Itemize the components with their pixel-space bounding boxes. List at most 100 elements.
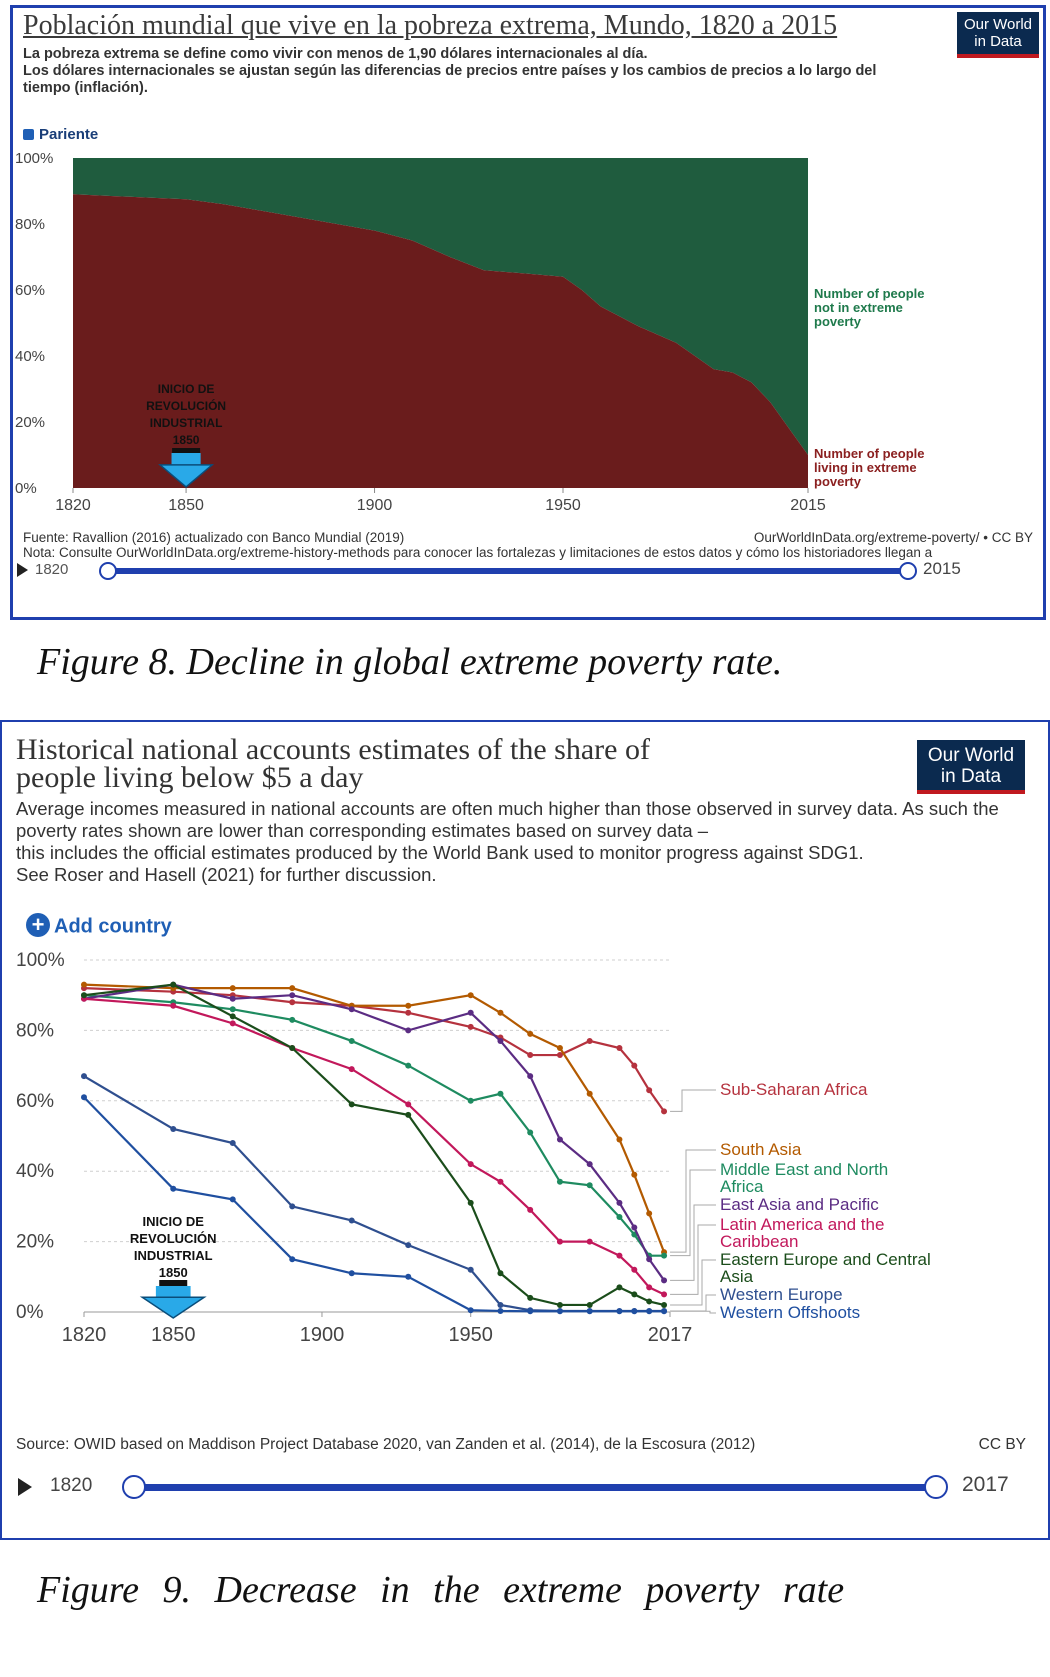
data-point [348, 1101, 355, 1108]
data-point [586, 1182, 593, 1189]
data-point [348, 1270, 355, 1277]
data-point [81, 1094, 87, 1101]
slider-start-handle[interactable] [99, 562, 117, 580]
data-point [81, 992, 87, 999]
slider-start-label: 1820 [35, 561, 69, 578]
data-point [661, 1252, 668, 1259]
data-point [616, 1136, 623, 1143]
slider-start-handle[interactable] [122, 1475, 146, 1499]
data-point [616, 1213, 623, 1220]
data-point [661, 1291, 668, 1298]
series-label: Western Offshoots [720, 1303, 860, 1322]
data-point [556, 1301, 563, 1308]
source-text: Fuente: Ravallion (2016) actualizado con… [23, 530, 405, 545]
y-tick-label: 20% [16, 1232, 54, 1253]
down-arrow-icon [158, 464, 215, 488]
data-point [586, 1161, 593, 1168]
data-point [289, 1203, 296, 1210]
data-point [348, 1066, 355, 1073]
data-point [527, 1030, 534, 1037]
data-point [229, 1006, 236, 1013]
data-point [556, 1308, 563, 1315]
data-point [646, 1256, 653, 1263]
area-not-in-poverty [73, 158, 808, 455]
x-tick-label: 2015 [790, 497, 826, 514]
data-point [527, 1308, 534, 1315]
y-tick-label: 80% [15, 216, 45, 233]
x-tick-label: 1820 [55, 497, 91, 514]
y-tick-label: 40% [15, 348, 45, 365]
data-point [170, 1002, 177, 1009]
line-chart: 0% 20% 40% 60% 80% 100% 1820 1850 1900 1950 2017 Su… [16, 950, 931, 1346]
data-point [467, 1009, 474, 1016]
data-point [497, 1090, 504, 1097]
series-label: East Asia and Pacific [720, 1195, 879, 1214]
owid-logo: Our World in Data [917, 740, 1025, 794]
data-point [646, 1284, 653, 1291]
data-point [170, 1125, 177, 1132]
x-tick-label: 1900 [300, 1324, 345, 1346]
data-point [646, 1087, 653, 1094]
data-point [497, 1301, 504, 1308]
slider-end-handle[interactable] [924, 1475, 948, 1499]
y-tick-label: 100% [16, 950, 65, 971]
series-label: Western Europe [720, 1285, 843, 1304]
data-point [405, 1273, 412, 1280]
data-point [631, 1291, 638, 1298]
add-country-label: Add country [54, 915, 172, 938]
series-line [83, 983, 666, 1253]
label-connector [670, 1204, 716, 1281]
source-text: Source: OWID based on Maddison Project D… [16, 1436, 756, 1453]
label-connector [670, 1169, 716, 1257]
data-point [405, 1002, 412, 1009]
license-link[interactable]: OurWorldInData.org/extreme-poverty/ • CC… [753, 530, 1033, 545]
data-point [631, 1224, 638, 1231]
data-point [229, 1013, 236, 1020]
data-point [229, 1140, 236, 1147]
data-point [289, 999, 296, 1006]
label-connector [670, 1294, 716, 1312]
series-label-poverty: Number of people living in extreme poverty [814, 446, 925, 489]
timeline-slider[interactable] [134, 1484, 934, 1491]
data-point [556, 1052, 563, 1059]
play-icon[interactable] [17, 563, 28, 577]
data-point [586, 1238, 593, 1245]
data-point [616, 1284, 623, 1291]
play-icon[interactable] [18, 1478, 32, 1496]
checkbox-icon[interactable] [23, 128, 34, 140]
label-connector [670, 1224, 716, 1295]
y-tick-label: 0% [15, 480, 37, 497]
data-point [497, 1037, 504, 1044]
data-point [81, 1073, 87, 1080]
annotation-industrial-revolution: INICIO DE REVOLUCIÓN INDUSTRIAL 1850 [146, 382, 226, 447]
data-point [170, 1185, 177, 1192]
data-point [661, 1301, 668, 1308]
data-point [631, 1062, 638, 1069]
area-in-poverty [73, 194, 808, 489]
data-point [497, 1009, 504, 1016]
x-tick-label: 1820 [62, 1324, 107, 1346]
data-point [467, 1161, 474, 1168]
figure-9-panel: Historical national accounts estimates o… [0, 720, 1050, 1540]
relative-toggle[interactable]: Pariente [23, 126, 98, 143]
data-point [616, 1045, 623, 1051]
series-label: Middle East and North Africa [720, 1160, 888, 1196]
data-point [229, 1020, 236, 1027]
chart-subtitle: Average incomes measured in national acc… [16, 798, 999, 885]
slider-end-handle[interactable] [899, 562, 917, 580]
figure-9-caption: Figure 9. Decrease in the extreme povert… [37, 1569, 845, 1611]
data-point [289, 1045, 296, 1051]
y-tick-label: 20% [15, 414, 45, 431]
data-point [467, 1307, 474, 1314]
data-point [527, 1052, 534, 1059]
label-connector [670, 1259, 716, 1306]
owid-logo: Our World in Data [957, 12, 1039, 58]
add-country-button[interactable]: + Add country [26, 913, 172, 939]
data-point [527, 1294, 534, 1301]
annotation-bar [159, 1280, 188, 1286]
slider-start-label: 1820 [50, 1475, 93, 1496]
data-point [646, 1308, 653, 1315]
license-link[interactable]: CC BY [978, 1436, 1026, 1453]
timeline-slider[interactable] [108, 568, 908, 574]
y-tick-label: 60% [15, 282, 45, 299]
